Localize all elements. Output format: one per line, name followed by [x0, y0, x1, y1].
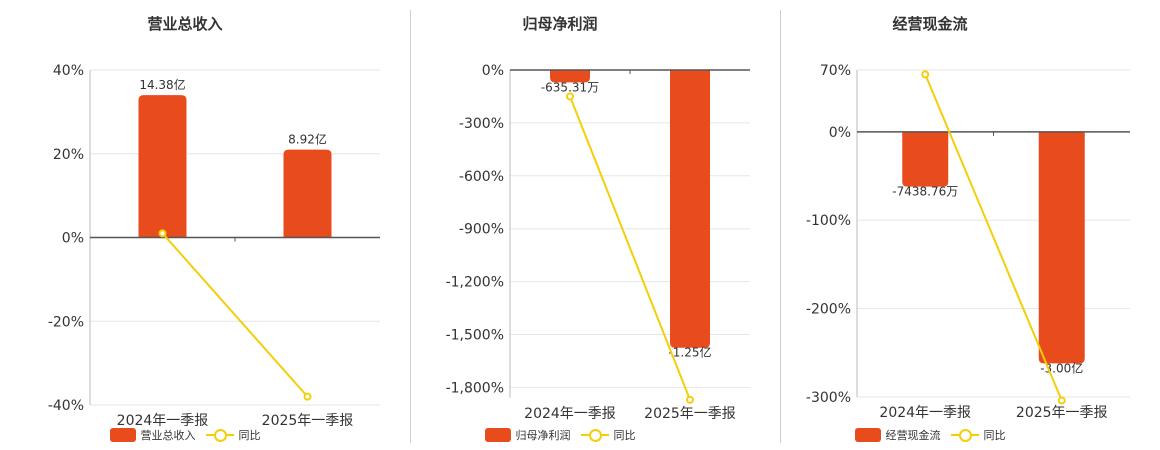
legend-bar-swatch	[109, 428, 136, 442]
chart-title: 营业总收入	[147, 15, 223, 33]
revenue-chart: 40% 20% 0% -20% -40% 14.38亿 8.92亿 2024年一季报 2025年…	[48, 63, 380, 429]
y-tick-label: -900%	[459, 222, 504, 238]
x-category-label: 2025年一季报	[1016, 405, 1108, 421]
panel-divider	[780, 10, 781, 443]
bar	[283, 149, 332, 238]
legend-line-label: 同比	[983, 429, 1006, 442]
net-profit-chart: 0% -300% -600% -900% -1,200% -1,500% -1,800% -6…	[446, 63, 750, 422]
legend-item-line[interactable]: 同比	[580, 427, 636, 443]
x-category-label: 2024年一季报	[524, 406, 616, 422]
legend-line-swatch	[950, 428, 979, 442]
cash-flow-chart: 70% 0% -100% -200% -300% -7438.76万 -3.00亿 2024年…	[806, 63, 1130, 421]
y-tick-label: 70%	[820, 63, 851, 79]
bar-data-label: -635.31万	[541, 80, 599, 94]
legend-item-line[interactable]: 同比	[950, 427, 1006, 443]
y-tick-label: -100%	[806, 213, 851, 229]
bar	[550, 70, 590, 83]
bar	[1038, 131, 1085, 364]
y-tick-label: -1,200%	[446, 275, 504, 291]
y-tick-label: -600%	[459, 169, 504, 185]
panel-divider	[410, 10, 411, 443]
legend: 归母净利润 同比	[375, 427, 745, 443]
y-tick-label: -1,800%	[446, 380, 504, 396]
yoy-point	[566, 92, 574, 101]
y-tick-label: -40%	[48, 398, 84, 414]
legend-line-swatch	[580, 428, 609, 442]
x-category-label: 2025年一季报	[644, 406, 736, 422]
legend-line-label: 同比	[613, 429, 636, 442]
yoy-line	[161, 232, 309, 398]
yoy-line	[924, 74, 1063, 401]
legend-item-bar[interactable]: 归母净利润	[484, 427, 571, 443]
y-tick-label: -200%	[806, 302, 851, 318]
y-tick-label: -300%	[806, 390, 851, 406]
cash-flow-chart-panel: 经营现金流 70% 0% -100% -200% -300% -7438.76万 -3.00…	[745, 0, 1130, 450]
legend: 经营现金流 同比	[745, 427, 1115, 443]
legend-bar-label: 经营现金流	[885, 429, 941, 442]
legend-line-swatch	[205, 428, 234, 442]
y-tick-label: 0%	[62, 231, 84, 247]
bar	[670, 70, 710, 348]
y-tick-label: -20%	[48, 314, 84, 330]
chart-title: 归母净利润	[522, 15, 598, 33]
yoy-line	[569, 96, 691, 401]
bar	[902, 131, 949, 187]
bar-data-label: -7438.76万	[892, 185, 958, 199]
net-profit-chart-panel: 归母净利润 0% -300% -600% -900% -1,200% -1,500% -1,…	[375, 0, 750, 450]
y-tick-label: 0%	[482, 63, 504, 79]
y-tick-label: -1,500%	[446, 328, 504, 344]
bar-data-label: 8.92亿	[288, 132, 327, 147]
legend-item-line[interactable]: 同比	[205, 427, 261, 443]
legend: 营业总收入 同比	[0, 427, 370, 443]
yoy-point	[158, 229, 167, 238]
y-tick-label: -300%	[459, 116, 504, 132]
legend-line-label: 同比	[238, 429, 261, 442]
legend-bar-label: 营业总收入	[140, 429, 196, 442]
legend-item-bar[interactable]: 经营现金流	[854, 427, 941, 443]
bar	[138, 95, 187, 238]
legend-bar-swatch	[854, 428, 881, 442]
x-category-label: 2025年一季报	[262, 413, 354, 429]
bar-data-label: -1.25亿	[668, 345, 711, 360]
yoy-point	[1057, 396, 1066, 405]
legend-bar-label: 归母净利润	[515, 429, 571, 442]
y-tick-label: 0%	[829, 125, 851, 141]
legend-item-bar[interactable]: 营业总收入	[109, 427, 196, 443]
revenue-chart-panel: 营业总收入 40% 20% 0% -20% -40% 14.38亿 8.92亿 2024年一季…	[0, 0, 380, 450]
yoy-point	[921, 70, 930, 79]
legend-bar-swatch	[484, 428, 511, 442]
y-tick-label: 20%	[53, 147, 84, 163]
yoy-point	[686, 395, 694, 404]
bar-data-label: -3.00亿	[1040, 360, 1083, 375]
chart-title: 经营现金流	[892, 15, 968, 33]
bar-data-label: 14.38亿	[139, 77, 185, 92]
x-category-label: 2024年一季报	[879, 405, 971, 421]
x-category-label: 2024年一季报	[117, 413, 209, 429]
yoy-point	[303, 392, 312, 401]
y-tick-label: 40%	[53, 63, 84, 79]
